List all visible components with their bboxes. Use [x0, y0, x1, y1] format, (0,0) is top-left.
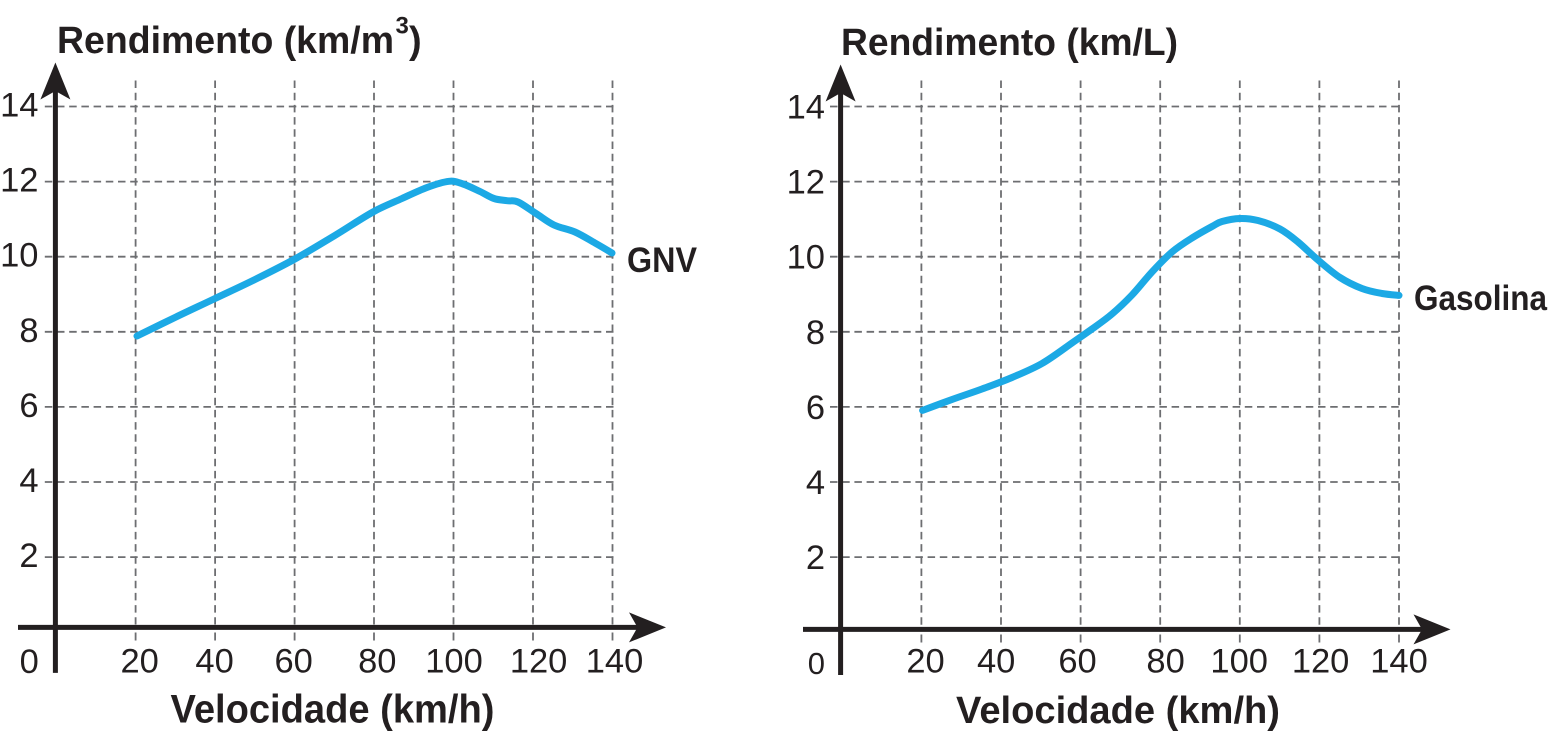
svg-text:3: 3 — [396, 13, 409, 40]
svg-text:): ) — [409, 20, 422, 62]
svg-text:6: 6 — [806, 389, 825, 427]
svg-text:12: 12 — [787, 164, 825, 202]
svg-text:8: 8 — [19, 312, 38, 350]
svg-text:0: 0 — [808, 646, 825, 681]
svg-text:GNV: GNV — [627, 241, 698, 280]
svg-text:20: 20 — [906, 643, 944, 681]
svg-text:120: 120 — [510, 643, 568, 681]
svg-text:14: 14 — [787, 89, 825, 127]
svg-text:60: 60 — [275, 643, 313, 681]
svg-text:Rendimento (km/m: Rendimento (km/m — [57, 20, 394, 62]
svg-text:80: 80 — [358, 643, 396, 681]
svg-text:Velocidade (km/h): Velocidade (km/h) — [171, 688, 495, 732]
svg-text:80: 80 — [1146, 643, 1184, 681]
svg-text:Velocidade (km/h): Velocidade (km/h) — [956, 690, 1280, 732]
svg-text:14: 14 — [0, 87, 38, 125]
svg-text:10: 10 — [0, 237, 38, 275]
svg-text:2: 2 — [19, 537, 38, 575]
svg-text:4: 4 — [806, 464, 825, 502]
svg-text:20: 20 — [121, 643, 159, 681]
svg-text:140: 140 — [586, 643, 644, 681]
svg-text:10: 10 — [787, 239, 825, 277]
svg-text:0: 0 — [20, 643, 39, 681]
svg-text:60: 60 — [1058, 643, 1096, 681]
svg-text:40: 40 — [195, 643, 233, 681]
svg-text:Gasolina: Gasolina — [1414, 279, 1547, 318]
svg-text:100: 100 — [1210, 643, 1268, 681]
svg-text:8: 8 — [806, 314, 825, 352]
svg-text:120: 120 — [1292, 643, 1350, 681]
svg-text:6: 6 — [19, 387, 38, 425]
svg-text:4: 4 — [19, 462, 38, 500]
svg-text:Rendimento (km/L): Rendimento (km/L) — [841, 22, 1178, 64]
svg-text:2: 2 — [806, 539, 825, 577]
svg-text:140: 140 — [1370, 643, 1428, 681]
svg-text:100: 100 — [425, 643, 483, 681]
svg-text:12: 12 — [0, 162, 38, 200]
svg-text:40: 40 — [977, 643, 1015, 681]
